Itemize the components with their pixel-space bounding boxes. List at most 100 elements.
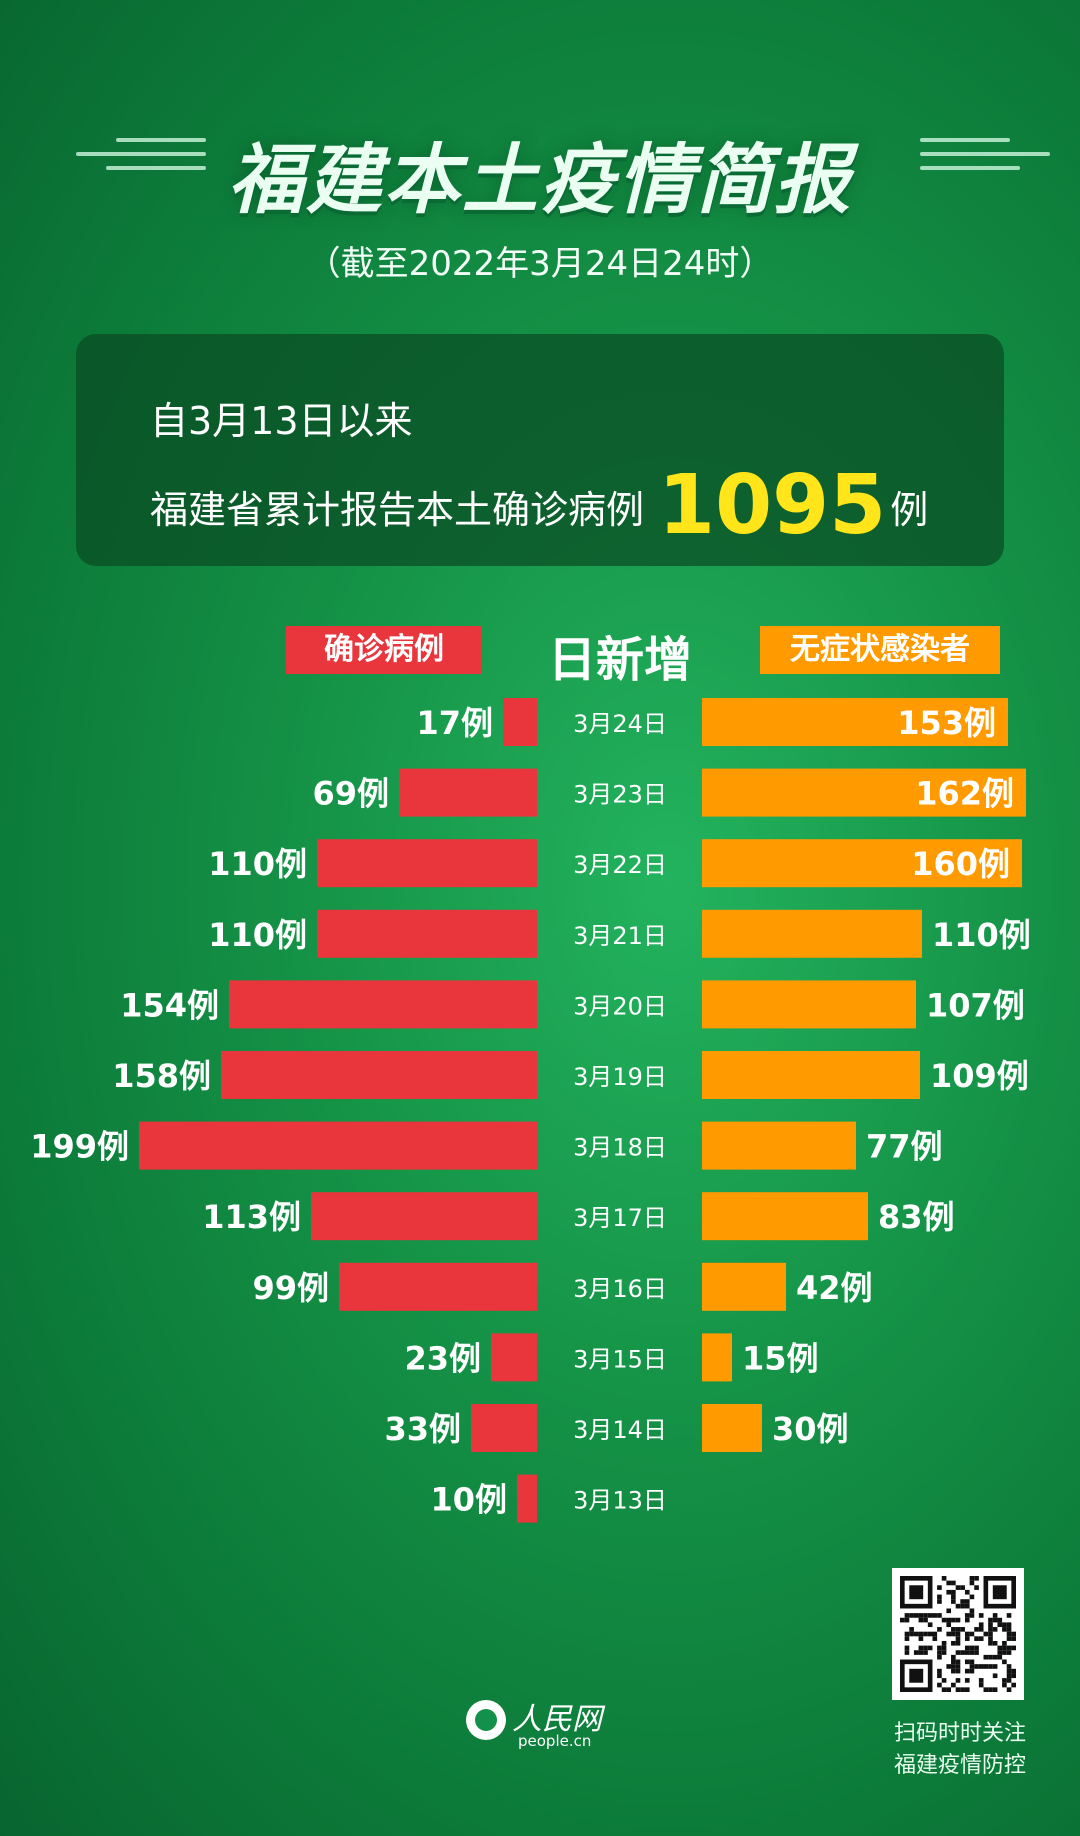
asymptomatic-bar	[702, 909, 922, 958]
qr-module	[964, 1687, 970, 1692]
qr-module	[997, 1622, 1003, 1628]
qr-module	[951, 1682, 956, 1688]
qr-module	[913, 1613, 919, 1618]
qr-module	[946, 1589, 952, 1595]
qr-module	[1006, 1687, 1012, 1692]
qr-module	[955, 1631, 961, 1637]
qr-module	[913, 1631, 919, 1637]
qr-module	[988, 1687, 993, 1692]
qr-module	[992, 1640, 998, 1646]
qr-module	[923, 1631, 928, 1637]
qr-module	[1002, 1678, 1007, 1683]
qr-module	[937, 1613, 942, 1618]
qr-module	[918, 1645, 924, 1651]
qr-module	[997, 1650, 1003, 1655]
qr-module	[1002, 1640, 1007, 1646]
qr-module	[964, 1650, 970, 1655]
asymptomatic-value-label: 30例	[772, 1410, 849, 1448]
qr-caption-line1: 扫码时时关注	[893, 1721, 1026, 1746]
qr-caption: 扫码时时关注 福建疫情防控	[880, 1718, 1040, 1782]
people-cn-logo: 人民网 people.cn	[466, 1694, 616, 1754]
qr-module	[1002, 1627, 1007, 1632]
asymptomatic-bar	[702, 839, 1022, 888]
asymptomatic-value-label: 83例	[878, 1198, 955, 1236]
qr-module	[937, 1599, 942, 1604]
summary-line2: 福建省累计报告本土确诊病例 1095 例	[150, 458, 928, 553]
qr-module	[955, 1585, 961, 1590]
asymptomatic-value-label: 109例	[930, 1057, 1029, 1095]
qr-module	[900, 1617, 905, 1623]
confirmed-value-label: 154例	[120, 986, 219, 1024]
qr-module	[951, 1627, 956, 1632]
date-label: 3月15日	[573, 1345, 667, 1373]
qr-module	[964, 1678, 970, 1683]
qr-module	[964, 1636, 970, 1641]
qr-caption-line2: 福建疫情防控	[893, 1753, 1026, 1778]
qr-module	[988, 1627, 993, 1632]
qr-module	[983, 1664, 989, 1669]
asymptomatic-bar	[702, 1121, 856, 1170]
qr-module	[964, 1617, 970, 1623]
qr-module	[937, 1585, 942, 1590]
qr-module	[969, 1645, 975, 1651]
qr-module	[983, 1631, 989, 1637]
summary-panel: 自3月13日以来 福建省累计报告本土确诊病例 1095 例	[76, 334, 1004, 566]
qr-module	[932, 1636, 938, 1641]
total-confirmed-value: 1095	[658, 458, 887, 553]
qr-module	[992, 1654, 998, 1660]
speed-lines-right-icon	[920, 138, 1050, 180]
qr-module	[992, 1687, 998, 1692]
qr-module	[969, 1668, 975, 1674]
confirmed-value-label: 158例	[112, 1057, 211, 1095]
qr-module	[960, 1603, 965, 1609]
qr-module	[904, 1631, 910, 1637]
qr-module	[969, 1580, 975, 1586]
qr-module	[955, 1668, 961, 1674]
asymptomatic-bar	[702, 1262, 786, 1311]
qr-module	[988, 1631, 993, 1637]
qr-module	[992, 1613, 998, 1618]
confirmed-bar	[503, 698, 537, 746]
qr-module	[1006, 1613, 1012, 1618]
qr-module	[913, 1650, 919, 1655]
confirmed-bar	[311, 1192, 537, 1241]
confirmed-bar	[317, 839, 537, 888]
asymptomatic-value-label: 153例	[897, 704, 996, 742]
qr-module	[988, 1654, 993, 1660]
qr-module	[997, 1617, 1003, 1623]
qr-module	[1002, 1622, 1007, 1628]
qr-module	[997, 1645, 1003, 1651]
confirmed-value-label: 113例	[202, 1198, 301, 1236]
qr-module	[960, 1585, 965, 1590]
qr-module	[960, 1687, 965, 1692]
qr-module	[969, 1608, 975, 1614]
qr-module	[951, 1580, 956, 1586]
confirmed-bar	[317, 909, 537, 958]
qr-module	[988, 1640, 993, 1646]
qr-module	[964, 1645, 970, 1651]
qr-module	[918, 1650, 924, 1655]
qr-module	[1011, 1682, 1016, 1688]
qr-module	[1006, 1650, 1012, 1655]
speed-lines-left-icon	[56, 138, 206, 180]
qr-module	[974, 1636, 979, 1641]
qr-module	[918, 1617, 924, 1623]
qr-module	[988, 1617, 993, 1623]
logo-mark-icon	[466, 1700, 506, 1740]
qr-module	[955, 1678, 961, 1683]
qr-module	[964, 1613, 970, 1618]
qr-module	[951, 1659, 956, 1665]
qr-module	[992, 1664, 998, 1669]
summary-line1: 自3月13日以来	[150, 399, 413, 443]
asymptomatic-bar	[702, 698, 1008, 746]
qr-module	[992, 1627, 998, 1632]
qr-module	[969, 1576, 975, 1581]
title-block: 福建本土疫情简报	[0, 118, 1080, 224]
qr-module	[964, 1659, 970, 1665]
total-confirmed-unit: 例	[890, 488, 929, 532]
asymptomatic-bar	[702, 980, 916, 1029]
legend-confirmed: 确诊病例	[286, 626, 482, 674]
date-label: 3月14日	[573, 1416, 667, 1444]
qr-module	[946, 1622, 952, 1628]
qr-module	[969, 1650, 975, 1655]
